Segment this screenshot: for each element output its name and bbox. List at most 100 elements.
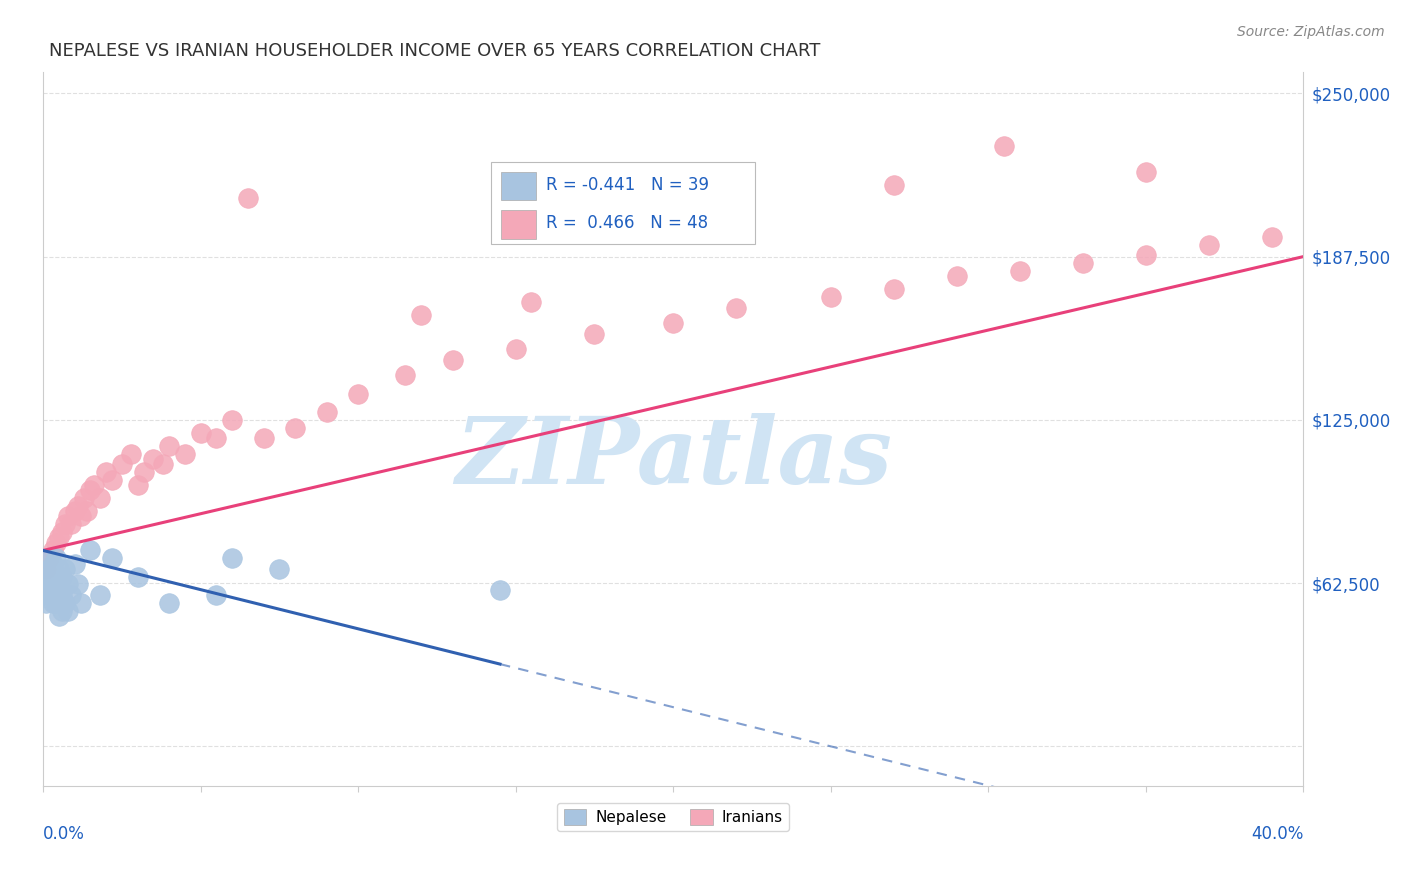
Point (38, 551, 60, 566)
Point (70, 596, 93, 610)
Point (883, 178, 905, 192)
Point (35, 596, 58, 610)
Legend: Nepalese, Iranians: Nepalese, Iranians (557, 803, 789, 831)
Point (63, 504, 86, 518)
Point (58, 509, 80, 524)
Point (51, 525, 73, 540)
Point (41, 557, 63, 571)
Point (157, 439, 180, 453)
Point (53, 562, 76, 576)
Text: R =  0.466   N = 48: R = 0.466 N = 48 (546, 214, 709, 232)
Point (53, 596, 76, 610)
Point (101, 473, 124, 487)
Point (45, 535, 67, 549)
Point (1008, 264, 1031, 278)
Point (157, 596, 180, 610)
Point (1135, 164, 1157, 178)
Point (41, 543, 63, 558)
Point (41, 582, 63, 597)
Point (45, 551, 67, 566)
Point (48, 577, 70, 591)
Point (269, 562, 291, 576)
Text: Source: ZipAtlas.com: Source: ZipAtlas.com (1237, 25, 1385, 39)
Point (60, 588, 83, 602)
Point (94, 465, 117, 479)
Point (221, 413, 243, 427)
Point (48, 530, 70, 544)
Point (70, 509, 93, 524)
Point (174, 447, 197, 461)
Point (583, 326, 606, 341)
Point (253, 431, 276, 445)
Point (79, 483, 101, 498)
Point (1071, 256, 1094, 270)
Point (284, 420, 307, 434)
Text: ZIPatlas: ZIPatlas (454, 412, 891, 502)
Point (127, 569, 149, 583)
Point (190, 425, 212, 440)
Point (79, 543, 101, 558)
FancyBboxPatch shape (501, 171, 536, 200)
Point (48, 562, 70, 576)
Point (127, 478, 149, 492)
Point (41, 569, 63, 583)
Text: 40.0%: 40.0% (1251, 825, 1303, 843)
Point (73, 491, 96, 506)
Point (38, 551, 60, 566)
Point (38, 588, 60, 602)
Point (35, 582, 58, 597)
Point (411, 309, 433, 323)
FancyBboxPatch shape (491, 161, 755, 244)
Point (48, 608, 70, 623)
Point (89, 588, 111, 602)
Point (441, 352, 464, 367)
Point (205, 431, 228, 445)
Point (58, 577, 80, 591)
Point (236, 191, 259, 205)
Point (993, 138, 1015, 153)
Point (520, 295, 543, 310)
Point (315, 405, 337, 419)
Point (35, 569, 58, 583)
Point (45, 569, 67, 583)
Point (58, 603, 80, 617)
Point (60, 517, 83, 532)
Point (45, 596, 67, 610)
Point (152, 457, 174, 471)
Point (489, 582, 512, 597)
Point (35, 562, 58, 576)
Point (946, 269, 969, 284)
Point (63, 557, 86, 571)
Point (1198, 237, 1220, 252)
Point (51, 603, 73, 617)
Point (41, 596, 63, 610)
Text: 0.0%: 0.0% (44, 825, 84, 843)
Point (394, 368, 416, 383)
Point (83, 478, 105, 492)
Point (66, 577, 89, 591)
Point (51, 588, 73, 602)
Point (76, 504, 98, 518)
Point (1261, 230, 1284, 244)
Point (89, 491, 111, 506)
Point (205, 588, 228, 602)
FancyBboxPatch shape (501, 211, 536, 239)
Point (48, 596, 70, 610)
Point (142, 452, 165, 467)
Point (662, 316, 685, 330)
Point (221, 551, 243, 566)
Point (505, 343, 527, 357)
Text: NEPALESE VS IRANIAN HOUSEHOLDER INCOME OVER 65 YEARS CORRELATION CHART: NEPALESE VS IRANIAN HOUSEHOLDER INCOME O… (49, 42, 821, 60)
Point (111, 457, 134, 471)
Point (132, 465, 155, 479)
Text: R = -0.441   N = 39: R = -0.441 N = 39 (546, 176, 709, 194)
Point (120, 447, 142, 461)
Point (1135, 248, 1157, 262)
Point (883, 282, 905, 296)
Point (347, 386, 370, 401)
Point (101, 551, 124, 566)
Point (820, 290, 842, 304)
Point (45, 582, 67, 597)
Point (38, 577, 60, 591)
Point (51, 569, 73, 583)
